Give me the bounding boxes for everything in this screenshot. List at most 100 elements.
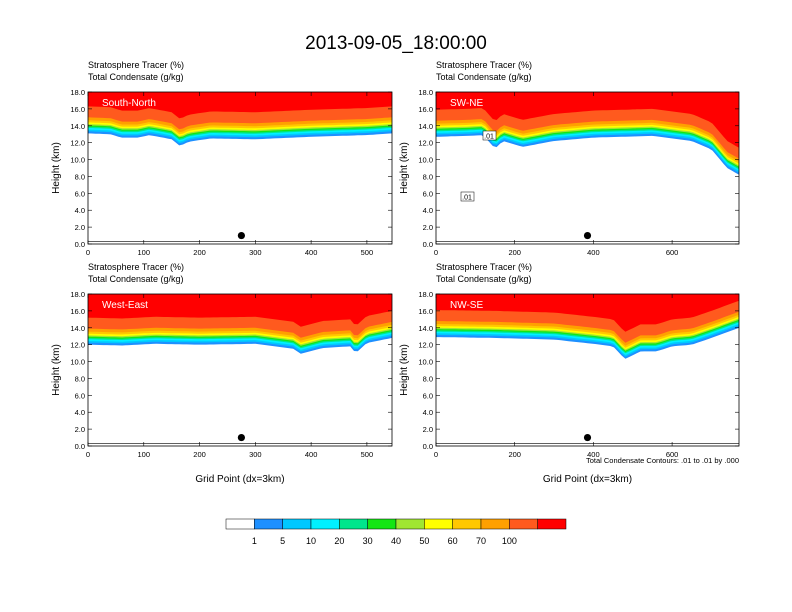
colorbar-swatch xyxy=(225,518,255,530)
contour-label: .01 xyxy=(462,195,472,202)
y-tick-label: 6.0 xyxy=(423,391,433,400)
y-tick-label: 4.0 xyxy=(75,408,85,417)
x-tick-label: 200 xyxy=(193,248,206,257)
colorbar-swatch xyxy=(367,518,397,530)
y-tick-label: 12.0 xyxy=(70,341,85,350)
panel-header-tracer: Stratosphere Tracer (%) xyxy=(436,60,532,70)
x-tick-label: 0 xyxy=(86,248,90,257)
y-axis-label: Height (km) xyxy=(399,344,410,396)
y-tick-label: 0.0 xyxy=(423,442,433,451)
colorbar-label: 5 xyxy=(280,536,285,546)
colorbar-swatch xyxy=(452,518,482,530)
y-tick-label: 8.0 xyxy=(423,374,433,383)
panel-header-condensate: Total Condensate (g/kg) xyxy=(436,72,532,82)
x-tick-label: 600 xyxy=(666,248,679,257)
contour-info: Total Condensate Contours: .01 to .01 by… xyxy=(586,456,739,465)
x-tick-label: 0 xyxy=(434,248,438,257)
colorbar-label: 40 xyxy=(391,536,401,546)
y-tick-label: 16.0 xyxy=(70,307,85,316)
colorbar-swatch xyxy=(339,518,368,530)
panel-header-condensate: Total Condensate (g/kg) xyxy=(88,274,184,284)
panels: Stratosphere Tracer (%) Total Condensate … xyxy=(51,60,740,485)
x-tick-label: 100 xyxy=(138,450,151,459)
colorbar-swatch xyxy=(480,518,510,530)
y-tick-label: 16.0 xyxy=(418,307,433,316)
colorbar-swatch xyxy=(509,518,538,530)
panel-header-condensate: Total Condensate (g/kg) xyxy=(88,72,184,82)
y-tick-label: 0.0 xyxy=(75,442,85,451)
y-tick-label: 6.0 xyxy=(423,189,433,198)
x-axis-label: Grid Point (dx=3km) xyxy=(195,474,284,485)
x-tick-label: 400 xyxy=(305,450,318,459)
y-tick-label: 16.0 xyxy=(70,105,85,114)
x-tick-label: 500 xyxy=(361,450,374,459)
colorbar-swatch xyxy=(282,518,312,530)
y-tick-label: 8.0 xyxy=(423,172,433,181)
x-tick-label: 500 xyxy=(361,248,374,257)
y-tick-label: 14.0 xyxy=(418,122,433,131)
y-tick-label: 4.0 xyxy=(75,206,85,215)
y-tick-label: 14.0 xyxy=(70,122,85,131)
plot-frame xyxy=(87,91,393,245)
colorbar-label: 50 xyxy=(419,536,429,546)
y-axis-label: Height (km) xyxy=(399,142,410,194)
tracer-band xyxy=(88,294,392,327)
colorbar-swatch xyxy=(310,518,340,530)
x-axis-label: Grid Point (dx=3km) xyxy=(543,474,632,485)
x-tick-label: 400 xyxy=(587,450,600,459)
colorbar-label: 70 xyxy=(476,536,486,546)
y-tick-label: 6.0 xyxy=(75,189,85,198)
y-tick-label: 0.0 xyxy=(423,240,433,249)
tracer-band xyxy=(436,92,739,148)
x-tick-label: 200 xyxy=(508,450,521,459)
contour-label: .01 xyxy=(484,134,494,141)
x-tick-label: 100 xyxy=(138,248,151,257)
panel-header-tracer: Stratosphere Tracer (%) xyxy=(88,262,184,272)
location-marker xyxy=(583,433,592,442)
panel-name: NW-SE xyxy=(450,300,483,311)
panel-header-tracer: Stratosphere Tracer (%) xyxy=(436,262,532,272)
y-tick-label: 10.0 xyxy=(70,156,85,165)
x-tick-label: 200 xyxy=(508,248,521,257)
y-tick-label: 6.0 xyxy=(75,391,85,400)
y-axis-label: Height (km) xyxy=(51,142,62,194)
y-tick-label: 14.0 xyxy=(70,324,85,333)
colorbar-label: 30 xyxy=(363,536,373,546)
panel-name: West-East xyxy=(102,300,148,311)
y-tick-label: 18.0 xyxy=(418,88,433,97)
y-tick-label: 10.0 xyxy=(418,358,433,367)
x-tick-label: 200 xyxy=(193,450,206,459)
location-marker xyxy=(583,231,592,240)
y-tick-label: 2.0 xyxy=(423,425,433,434)
x-tick-label: 600 xyxy=(666,450,679,459)
plot-frame xyxy=(435,91,740,245)
tracer-band xyxy=(88,92,392,119)
colorbar-label: 1 xyxy=(252,536,257,546)
colorbar-swatch xyxy=(254,518,283,530)
y-tick-label: 2.0 xyxy=(75,223,85,232)
panel-header-condensate: Total Condensate (g/kg) xyxy=(436,274,532,284)
y-tick-label: 10.0 xyxy=(418,156,433,165)
plot-frame xyxy=(87,293,393,447)
y-tick-label: 2.0 xyxy=(75,425,85,434)
y-tick-label: 0.0 xyxy=(75,240,85,249)
colorbar-label: 10 xyxy=(306,536,316,546)
location-marker xyxy=(237,433,245,442)
panel-name: SW-NE xyxy=(450,98,483,109)
y-tick-label: 16.0 xyxy=(418,105,433,114)
panel-nw-se: Stratosphere Tracer (%) Total Condensate … xyxy=(399,262,740,485)
y-tick-label: 4.0 xyxy=(423,206,433,215)
x-tick-label: 0 xyxy=(86,450,90,459)
colorbar-swatch xyxy=(537,518,567,530)
x-tick-label: 300 xyxy=(249,450,262,459)
y-tick-label: 2.0 xyxy=(423,223,433,232)
y-tick-label: 8.0 xyxy=(75,172,85,181)
y-tick-label: 4.0 xyxy=(423,408,433,417)
colorbar-swatch xyxy=(395,518,425,530)
y-axis-label: Height (km) xyxy=(51,344,62,396)
x-tick-label: 400 xyxy=(587,248,600,257)
contour-label-box xyxy=(460,191,475,202)
colorbar-label: 60 xyxy=(448,536,458,546)
colorbar-label: 20 xyxy=(334,536,344,546)
